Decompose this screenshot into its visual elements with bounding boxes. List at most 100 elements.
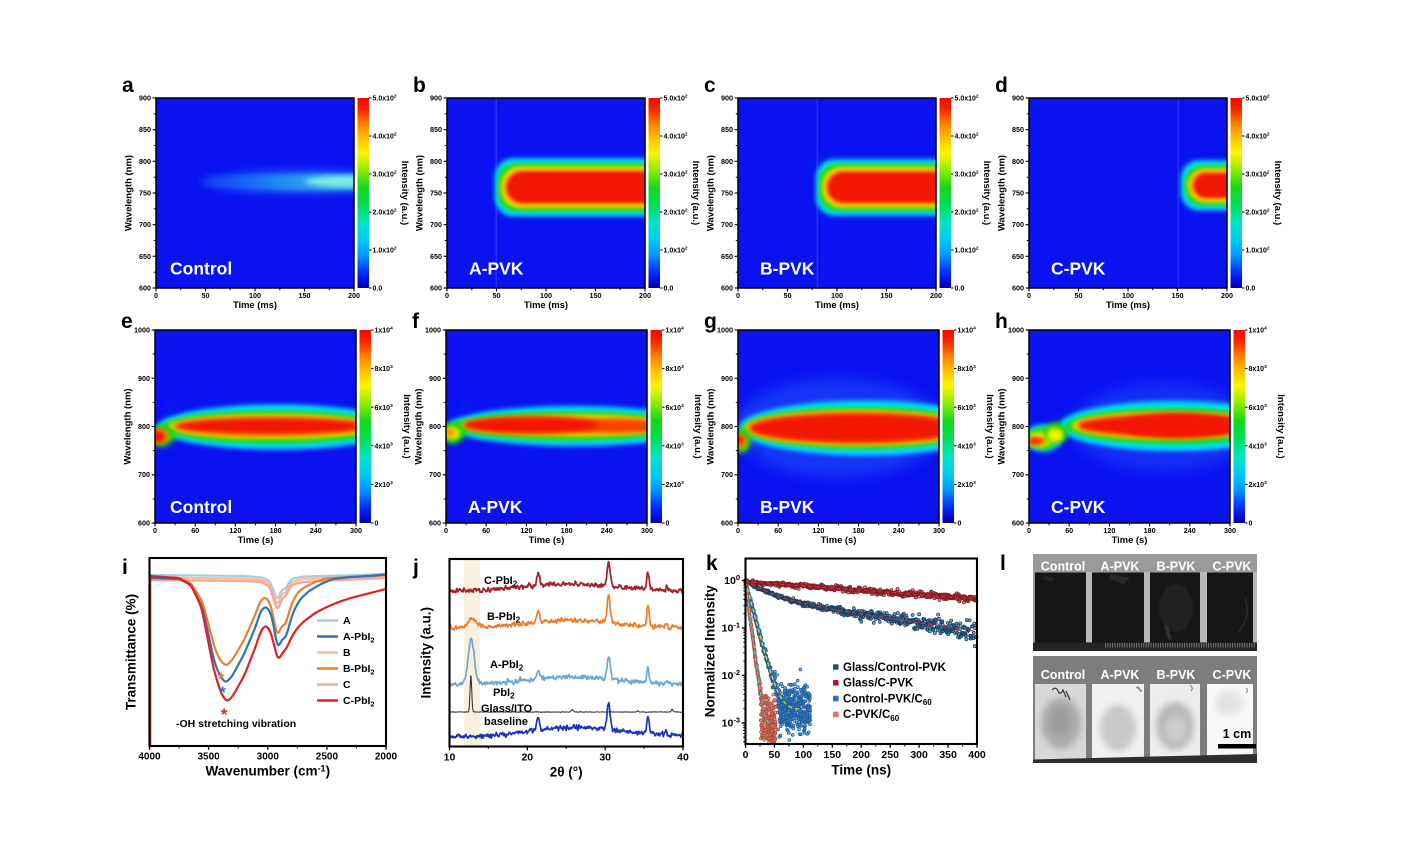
svg-text:Intensity (a.u.): Intensity (a.u.) (984, 394, 995, 458)
svg-text:*: * (219, 683, 226, 702)
svg-text:180: 180 (1144, 526, 1156, 535)
svg-text:0: 0 (1027, 291, 1031, 300)
svg-text:240: 240 (893, 526, 905, 535)
svg-text:Time (ms): Time (ms) (815, 299, 859, 310)
svg-text:800: 800 (139, 157, 151, 166)
svg-text:8x103: 8x103 (1249, 364, 1268, 373)
svg-text:100: 100 (831, 291, 843, 300)
svg-text:A-PVK: A-PVK (469, 259, 524, 279)
svg-text:800: 800 (430, 157, 442, 166)
svg-text:1000: 1000 (1008, 326, 1024, 335)
svg-text:Control: Control (1041, 560, 1085, 574)
svg-text:180: 180 (270, 526, 282, 535)
svg-text:Transmittance (%): Transmittance (%) (124, 594, 139, 710)
svg-text:850: 850 (1012, 125, 1024, 134)
svg-text:Intensity (a.u.): Intensity (a.u.) (690, 161, 701, 225)
svg-text:B-PbI2: B-PbI2 (343, 663, 375, 677)
svg-text:Intensity (a.u.): Intensity (a.u.) (401, 394, 412, 458)
svg-text:l: l (1000, 552, 1006, 575)
svg-text:*: * (221, 705, 228, 724)
svg-text:20: 20 (521, 752, 533, 764)
svg-text:1x104: 1x104 (375, 326, 394, 335)
svg-text:2θ (°): 2θ (°) (550, 765, 583, 780)
svg-text:A-PVK: A-PVK (1101, 668, 1140, 682)
svg-text:150: 150 (299, 291, 311, 300)
svg-text:Wavelength (nm): Wavelength (nm) (706, 388, 717, 464)
svg-text:700: 700 (139, 220, 151, 229)
svg-text:800: 800 (1012, 422, 1024, 431)
svg-text:C-PVK/C60: C-PVK/C60 (843, 709, 900, 723)
svg-text:240: 240 (1184, 526, 1196, 535)
svg-text:900: 900 (430, 94, 442, 103)
svg-text:600: 600 (139, 284, 151, 293)
svg-text:800: 800 (1012, 157, 1024, 166)
svg-text:B: B (343, 647, 351, 659)
svg-text:900: 900 (139, 94, 151, 103)
svg-text:300: 300 (933, 526, 945, 535)
svg-text:5.0x102: 5.0x102 (664, 94, 688, 103)
svg-text:250: 250 (881, 749, 899, 761)
svg-text:1 cm: 1 cm (1223, 727, 1252, 741)
svg-text:850: 850 (139, 125, 151, 134)
svg-text:1000: 1000 (134, 326, 150, 335)
svg-text:*: * (218, 669, 225, 688)
svg-text:Intensity (a.u.): Intensity (a.u.) (1275, 394, 1286, 458)
svg-text:Wavelength (nm): Wavelength (nm) (997, 155, 1008, 231)
svg-text:600: 600 (138, 519, 150, 528)
svg-text:2x103: 2x103 (958, 480, 977, 489)
svg-text:e: e (121, 310, 133, 333)
svg-text:Time (s): Time (s) (238, 534, 274, 545)
svg-text:h: h (995, 310, 1008, 333)
svg-text:650: 650 (1012, 252, 1024, 261)
svg-text:800: 800 (138, 422, 150, 431)
svg-text:Time (s): Time (s) (529, 534, 565, 545)
svg-text:650: 650 (139, 252, 151, 261)
svg-text:800: 800 (721, 157, 733, 166)
svg-text:Intensity (a.u.): Intensity (a.u.) (981, 161, 992, 225)
svg-text:750: 750 (721, 189, 733, 198)
svg-text:C: C (343, 679, 351, 691)
svg-text:0.0: 0.0 (664, 286, 674, 293)
svg-text:Time (ms): Time (ms) (1106, 299, 1150, 310)
svg-text:200: 200 (1221, 291, 1233, 300)
svg-text:baseline: baseline (484, 716, 528, 728)
svg-text:5.0x102: 5.0x102 (1246, 94, 1270, 103)
svg-text:100: 100 (249, 291, 261, 300)
svg-text:C-PVK: C-PVK (1213, 668, 1252, 682)
svg-text:0: 0 (375, 521, 379, 528)
svg-text:200: 200 (930, 291, 942, 300)
svg-text:4000: 4000 (138, 752, 161, 763)
svg-text:Time (s): Time (s) (821, 534, 857, 545)
svg-text:900: 900 (721, 94, 733, 103)
svg-text:100: 100 (795, 749, 813, 761)
svg-text:100: 100 (540, 291, 552, 300)
svg-text:150: 150 (824, 749, 842, 761)
svg-text:900: 900 (1012, 374, 1024, 383)
svg-text:A-PVK: A-PVK (1101, 560, 1140, 574)
svg-text:3500: 3500 (197, 752, 220, 763)
svg-text:Intensity (a.u.): Intensity (a.u.) (419, 607, 434, 699)
svg-text:j: j (412, 556, 419, 579)
svg-text:200: 200 (852, 749, 870, 761)
svg-text:120: 120 (520, 526, 532, 535)
svg-text:Wavelength (nm): Wavelength (nm) (414, 388, 425, 464)
svg-text:Glass/ITO: Glass/ITO (481, 703, 533, 715)
svg-text:k: k (706, 552, 718, 575)
svg-text:50: 50 (784, 291, 792, 300)
svg-text:750: 750 (139, 189, 151, 198)
svg-text:750: 750 (430, 189, 442, 198)
svg-text:60: 60 (191, 526, 199, 535)
svg-text:700: 700 (1012, 220, 1024, 229)
svg-text:2x103: 2x103 (1249, 480, 1268, 489)
svg-text:Intensity (a.u.): Intensity (a.u.) (399, 161, 410, 225)
svg-text:150: 150 (590, 291, 602, 300)
svg-text:Control: Control (170, 497, 232, 517)
svg-text:A-PbI2: A-PbI2 (490, 659, 524, 673)
svg-text:PbI2: PbI2 (493, 687, 515, 701)
svg-text:600: 600 (1012, 519, 1024, 528)
svg-text:Glass/Control-PVK: Glass/Control-PVK (843, 662, 947, 674)
svg-text:850: 850 (721, 125, 733, 134)
svg-text:2000: 2000 (375, 752, 398, 763)
svg-text:c: c (704, 74, 716, 97)
svg-text:300: 300 (1224, 526, 1236, 535)
